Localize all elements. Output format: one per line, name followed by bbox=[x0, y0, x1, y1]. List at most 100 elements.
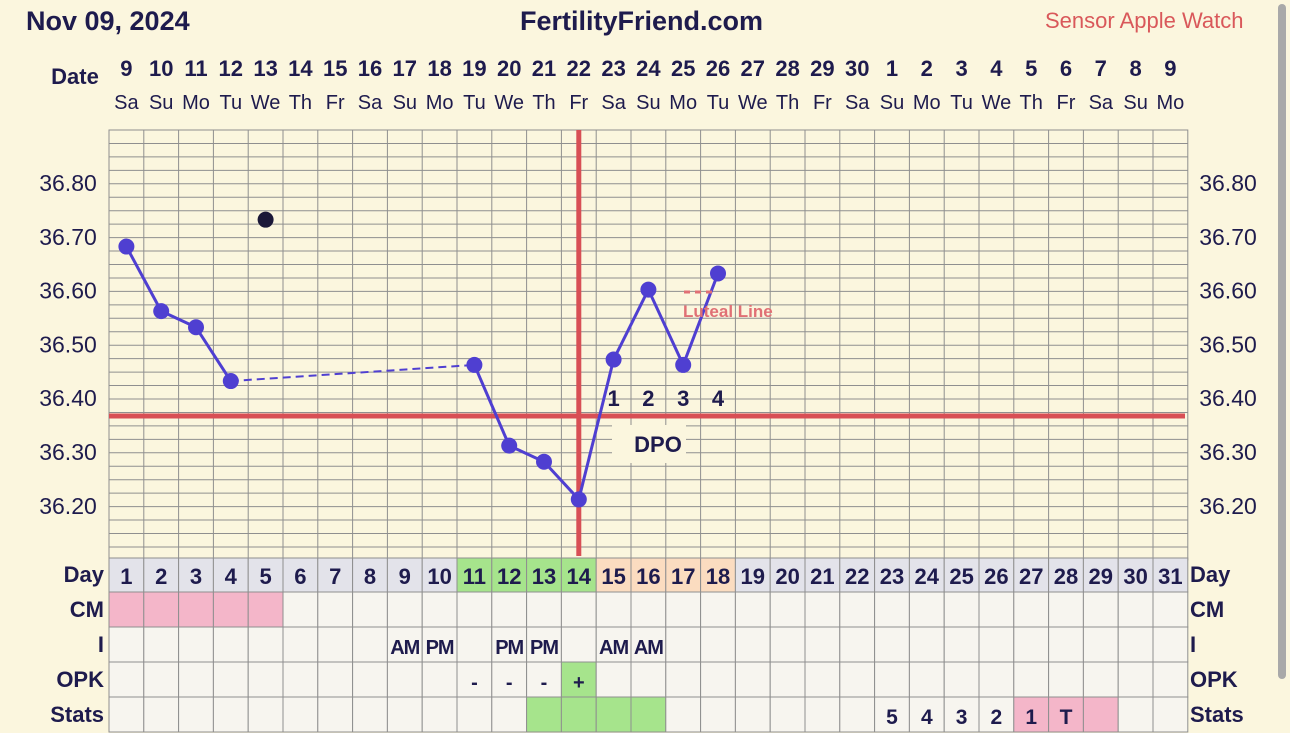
table-cell[interactable] bbox=[1013, 591, 1050, 628]
table-cell[interactable] bbox=[1082, 626, 1119, 663]
table-cell[interactable] bbox=[1013, 626, 1050, 663]
table-cell[interactable] bbox=[1082, 591, 1119, 628]
table-cell[interactable] bbox=[491, 591, 528, 628]
temp-point[interactable] bbox=[605, 351, 622, 368]
table-cell[interactable] bbox=[734, 591, 771, 628]
table-cell[interactable] bbox=[804, 661, 841, 698]
table-cell[interactable] bbox=[247, 626, 284, 663]
table-cell[interactable] bbox=[1048, 661, 1084, 698]
table-cell[interactable] bbox=[421, 626, 458, 663]
table-cell[interactable] bbox=[317, 626, 354, 663]
table-cell[interactable] bbox=[874, 696, 910, 733]
table-cell[interactable] bbox=[595, 591, 632, 628]
table-cell[interactable] bbox=[700, 661, 736, 698]
table-cell[interactable] bbox=[804, 557, 841, 593]
table-cell[interactable] bbox=[386, 696, 423, 733]
table-cell[interactable] bbox=[769, 696, 806, 733]
table-cell[interactable] bbox=[108, 591, 145, 628]
table-cell[interactable] bbox=[421, 661, 458, 698]
table-cell[interactable] bbox=[108, 626, 145, 663]
table-cell[interactable] bbox=[804, 591, 841, 628]
temp-point[interactable] bbox=[710, 265, 726, 282]
table-cell[interactable] bbox=[908, 661, 945, 698]
table-cell[interactable] bbox=[212, 626, 249, 663]
table-cell[interactable] bbox=[247, 696, 284, 733]
table-cell[interactable] bbox=[665, 557, 702, 593]
table-cell[interactable] bbox=[1048, 557, 1084, 593]
table-cell[interactable] bbox=[491, 661, 528, 698]
table-cell[interactable] bbox=[108, 661, 145, 698]
table-cell[interactable] bbox=[1013, 661, 1050, 698]
table-cell[interactable] bbox=[526, 557, 562, 593]
table-cell[interactable] bbox=[908, 696, 945, 733]
table-cell[interactable] bbox=[595, 661, 632, 698]
table-cell[interactable] bbox=[282, 591, 319, 628]
table-cell[interactable] bbox=[526, 626, 562, 663]
table-cell[interactable] bbox=[978, 626, 1015, 663]
table-cell[interactable] bbox=[386, 591, 423, 628]
table-cell[interactable] bbox=[665, 626, 702, 663]
table-cell[interactable] bbox=[456, 557, 493, 593]
table-cell[interactable] bbox=[143, 696, 180, 733]
table-cell[interactable] bbox=[178, 661, 214, 698]
table-cell[interactable] bbox=[908, 557, 945, 593]
table-cell[interactable] bbox=[1152, 661, 1189, 698]
table-cell[interactable] bbox=[1152, 591, 1189, 628]
table-cell[interactable] bbox=[143, 591, 180, 628]
table-cell[interactable] bbox=[839, 696, 876, 733]
table-cell[interactable] bbox=[421, 591, 458, 628]
temp-point[interactable] bbox=[570, 491, 587, 508]
table-cell[interactable] bbox=[456, 696, 493, 733]
table-cell[interactable] bbox=[178, 696, 214, 733]
table-cell[interactable] bbox=[769, 591, 806, 628]
table-cell[interactable] bbox=[978, 557, 1015, 593]
table-cell[interactable] bbox=[108, 696, 145, 733]
table-cell[interactable] bbox=[143, 626, 180, 663]
table-cell[interactable] bbox=[943, 626, 980, 663]
table-cell[interactable] bbox=[943, 591, 980, 628]
table-cell[interactable] bbox=[734, 661, 771, 698]
table-cell[interactable] bbox=[1117, 626, 1154, 663]
table-cell[interactable] bbox=[700, 626, 736, 663]
table-cell[interactable] bbox=[700, 557, 736, 593]
table-cell[interactable] bbox=[734, 626, 771, 663]
temp-point[interactable] bbox=[188, 319, 204, 336]
table-cell[interactable] bbox=[282, 696, 319, 733]
table-cell[interactable] bbox=[839, 626, 876, 663]
table-cell[interactable] bbox=[212, 557, 249, 593]
table-cell[interactable] bbox=[874, 626, 910, 663]
table-cell[interactable] bbox=[317, 591, 354, 628]
table-cell[interactable] bbox=[874, 591, 910, 628]
table-cell[interactable] bbox=[143, 661, 180, 698]
table-cell[interactable] bbox=[491, 557, 528, 593]
temp-point[interactable] bbox=[536, 453, 552, 470]
table-cell[interactable] bbox=[1117, 591, 1154, 628]
table-cell[interactable] bbox=[352, 591, 388, 628]
table-cell[interactable] bbox=[839, 591, 876, 628]
table-cell[interactable] bbox=[178, 626, 214, 663]
table-cell[interactable] bbox=[1048, 696, 1084, 733]
table-cell[interactable] bbox=[630, 696, 667, 733]
table-cell[interactable] bbox=[560, 696, 597, 733]
table-cell[interactable] bbox=[665, 591, 702, 628]
temp-point[interactable] bbox=[675, 356, 692, 373]
table-cell[interactable] bbox=[1082, 696, 1119, 733]
table-cell[interactable] bbox=[1048, 591, 1084, 628]
table-cell[interactable] bbox=[247, 591, 284, 628]
table-cell[interactable] bbox=[943, 696, 980, 733]
table-cell[interactable] bbox=[1152, 626, 1189, 663]
table-cell[interactable] bbox=[247, 661, 284, 698]
table-cell[interactable] bbox=[212, 591, 249, 628]
table-cell[interactable] bbox=[804, 626, 841, 663]
temp-point[interactable] bbox=[466, 356, 483, 373]
table-cell[interactable] bbox=[595, 626, 632, 663]
table-cell[interactable] bbox=[1082, 661, 1119, 698]
table-cell[interactable] bbox=[282, 661, 319, 698]
table-cell[interactable] bbox=[560, 557, 597, 593]
table-cell[interactable] bbox=[178, 591, 214, 628]
table-cell[interactable] bbox=[1117, 557, 1154, 593]
table-cell[interactable] bbox=[560, 591, 597, 628]
table-cell[interactable] bbox=[560, 626, 597, 663]
table-cell[interactable] bbox=[386, 661, 423, 698]
table-cell[interactable] bbox=[421, 696, 458, 733]
